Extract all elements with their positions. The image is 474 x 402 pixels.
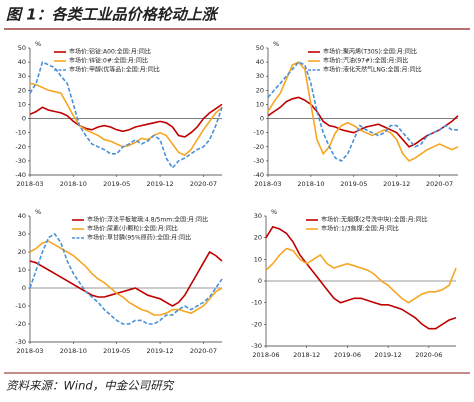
legend-label: 市场价:锌锭:0#:全国:月:同比 — [69, 57, 148, 65]
y-tick-label: 0 — [22, 115, 26, 123]
x-tick-label: 2018-03 — [16, 347, 43, 355]
x-tick-label: 2019-05 — [103, 180, 130, 188]
x-tick-label: 2019-12 — [146, 347, 173, 355]
x-tick-label: 2019-06 — [334, 351, 361, 359]
x-tick-label: 2018-03 — [254, 180, 281, 188]
y-tick-label: -20 — [15, 320, 26, 328]
y-axis-label: % — [35, 40, 41, 48]
x-tick-label: 2018-12 — [293, 351, 320, 359]
y-tick-label: -20 — [251, 320, 262, 328]
y-axis-label: % — [271, 208, 277, 216]
series-line — [29, 250, 223, 307]
y-tick-label: 0 — [260, 115, 264, 123]
y-tick-label: -10 — [253, 129, 264, 137]
legend-label: 市场价:尿素(小颗粒):全国:月:同比 — [87, 225, 178, 233]
y-tick-label: -30 — [15, 157, 26, 165]
x-tick-label: 2020-07 — [190, 180, 217, 188]
y-tick-label: -30 — [251, 342, 262, 350]
y-tick-label: 20 — [256, 86, 264, 94]
y-tick-label: 0 — [258, 277, 262, 285]
series-line — [29, 82, 223, 157]
legend-label: 市场价:汽油(97#):全国:月:同比 — [323, 57, 408, 65]
figure-title: 图 1：各类工业品价格轮动上涨 — [6, 6, 220, 24]
y-axis-label: % — [35, 208, 41, 216]
x-tick-label: 2019-12 — [146, 180, 173, 188]
y-tick-label: -40 — [15, 171, 26, 179]
y-tick-label: 30 — [254, 212, 262, 220]
x-tick-label: 2019-05 — [103, 347, 130, 355]
y-tick-label: 10 — [18, 266, 26, 274]
series-line — [265, 225, 457, 330]
x-tick-label: 2019-05 — [340, 180, 367, 188]
y-tick-label: 40 — [18, 212, 26, 220]
x-tick-label: 2020-07 — [426, 180, 453, 188]
y-tick-label: -20 — [15, 143, 26, 151]
y-tick-label: 30 — [18, 230, 26, 238]
y-tick-label: -40 — [253, 171, 264, 179]
series-line — [29, 240, 223, 316]
legend-label: 市场价:甲醇(优等品):全国:月:同比 — [69, 66, 160, 74]
y-tick-label: 20 — [254, 234, 262, 242]
y-tick-label: 50 — [18, 44, 26, 52]
y-tick-label: 20 — [18, 248, 26, 256]
x-tick-label: 2019-12 — [375, 351, 402, 359]
series-line — [29, 60, 223, 170]
y-tick-label: 40 — [18, 58, 26, 66]
legend-label: 市场价:草甘膦(95%原药):全国:月:同比 — [87, 234, 191, 242]
y-tick-label: -30 — [15, 338, 26, 346]
series-line — [29, 103, 223, 138]
y-tick-label: 0 — [22, 284, 26, 292]
x-tick-label: 2018-06 — [252, 351, 279, 359]
x-tick-label: 2019-12 — [383, 180, 410, 188]
x-tick-label: 2018-10 — [60, 347, 87, 355]
y-tick-label: -30 — [253, 157, 264, 165]
y-tick-label: 50 — [256, 44, 264, 52]
x-tick-label: 2020-06 — [415, 351, 442, 359]
y-axis-label: % — [273, 40, 279, 48]
source-note: 资料来源：Wind，中金公司研究 — [6, 379, 175, 393]
y-tick-label: 10 — [254, 255, 262, 263]
y-tick-label: 10 — [18, 100, 26, 108]
legend-label: 市场价:无烟煤(2号洗中块):全国:月:同比 — [321, 216, 428, 224]
series-line — [267, 96, 459, 148]
y-tick-label: -10 — [15, 302, 26, 310]
y-tick-label: 10 — [256, 100, 264, 108]
y-tick-label: 20 — [18, 86, 26, 94]
series-line — [267, 61, 458, 162]
x-tick-label: 2020-07 — [190, 347, 217, 355]
y-tick-label: 40 — [256, 58, 264, 66]
legend-label: 市场价:聚丙烯(T30S):全国:月:同比 — [323, 48, 417, 56]
series-line — [265, 247, 457, 304]
legend-label: 市场价:1/3焦煤:全国:月:同比 — [321, 225, 399, 233]
series-line — [29, 232, 223, 325]
legend-label: 市场价:铝锭:A00:全国:月:同比 — [69, 48, 151, 56]
y-tick-label: 30 — [256, 72, 264, 80]
x-tick-label: 2018-10 — [297, 180, 324, 188]
legend-label: 市场价:液化天然气LNG:全国:月:同比 — [323, 66, 422, 74]
legend-label: 市场价:浮法平板玻璃:4.8/5mm:全国:月:同比 — [87, 216, 208, 224]
x-tick-label: 2018-10 — [60, 180, 87, 188]
y-tick-label: -10 — [15, 129, 26, 137]
series-line — [267, 61, 459, 162]
x-tick-label: 2018-03 — [16, 180, 43, 188]
y-tick-label: -20 — [253, 143, 264, 151]
y-tick-label: -10 — [251, 299, 262, 307]
y-tick-label: 30 — [18, 72, 26, 80]
